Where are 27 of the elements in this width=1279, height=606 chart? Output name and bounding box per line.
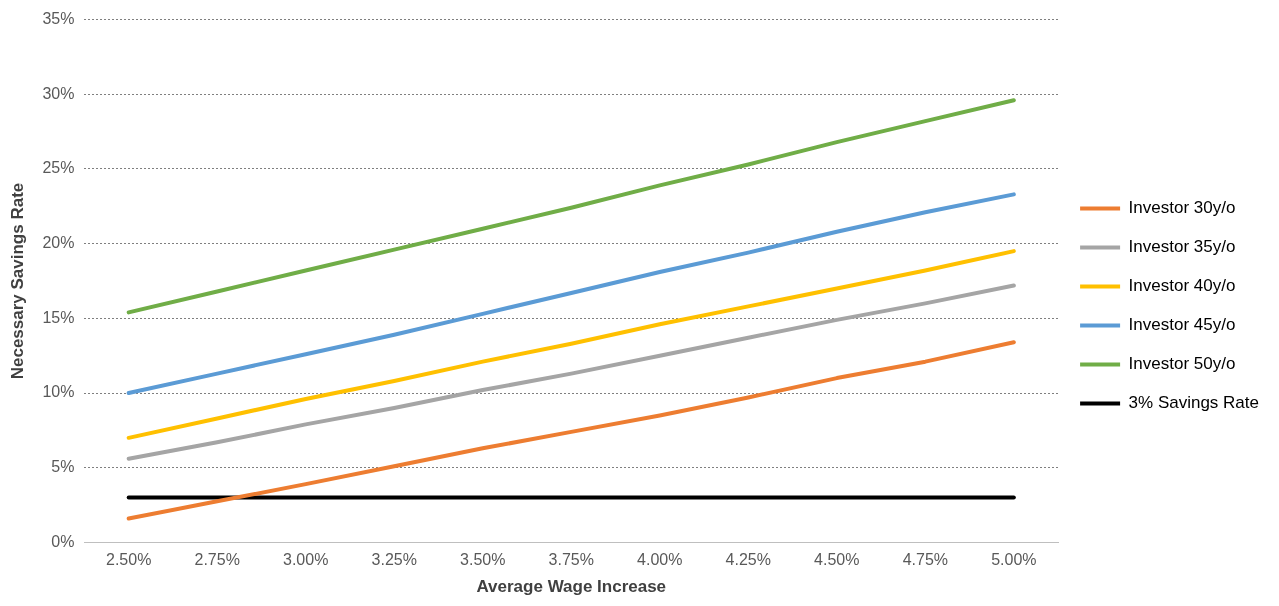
x-tick-label: 2.50% — [105, 551, 152, 569]
y-tick-label: 0% — [51, 532, 75, 550]
x-tick-label: 4.50% — [814, 551, 860, 569]
y-tick-label: 10% — [42, 383, 75, 401]
x-tick-label: 3.00% — [283, 551, 329, 569]
y-tick-label: 35% — [42, 10, 75, 28]
legend-label: Investor 50y/o — [1128, 354, 1236, 374]
y-tick-label: 20% — [42, 234, 75, 252]
legend-label: Investor 40y/o — [1128, 276, 1236, 296]
y-axis-title: Necessary Savings Rate — [7, 182, 27, 380]
y-tick-label: 5% — [51, 458, 75, 476]
x-tick-label: 4.75% — [902, 551, 949, 569]
legend-label: 3% Savings Rate — [1128, 393, 1259, 413]
x-tick-label: 4.00% — [637, 551, 683, 569]
x-tick-label: 2.75% — [194, 551, 240, 569]
x-tick-label: 3.25% — [371, 551, 417, 569]
legend-label: Investor 45y/o — [1128, 315, 1236, 335]
legend-label: Investor 35y/o — [1128, 237, 1236, 257]
legend-label: Investor 30y/o — [1128, 198, 1236, 218]
x-tick-label: 4.25% — [725, 551, 771, 569]
y-tick-label: 25% — [42, 159, 75, 177]
x-tick-label: 3.75% — [548, 551, 594, 569]
x-tick-label: 3.50% — [460, 551, 506, 569]
y-tick-label: 15% — [42, 308, 75, 326]
x-axis-title: Average Wage Increase — [476, 577, 667, 597]
x-tick-label: 5.00% — [991, 551, 1037, 569]
y-tick-label: 30% — [42, 84, 75, 102]
